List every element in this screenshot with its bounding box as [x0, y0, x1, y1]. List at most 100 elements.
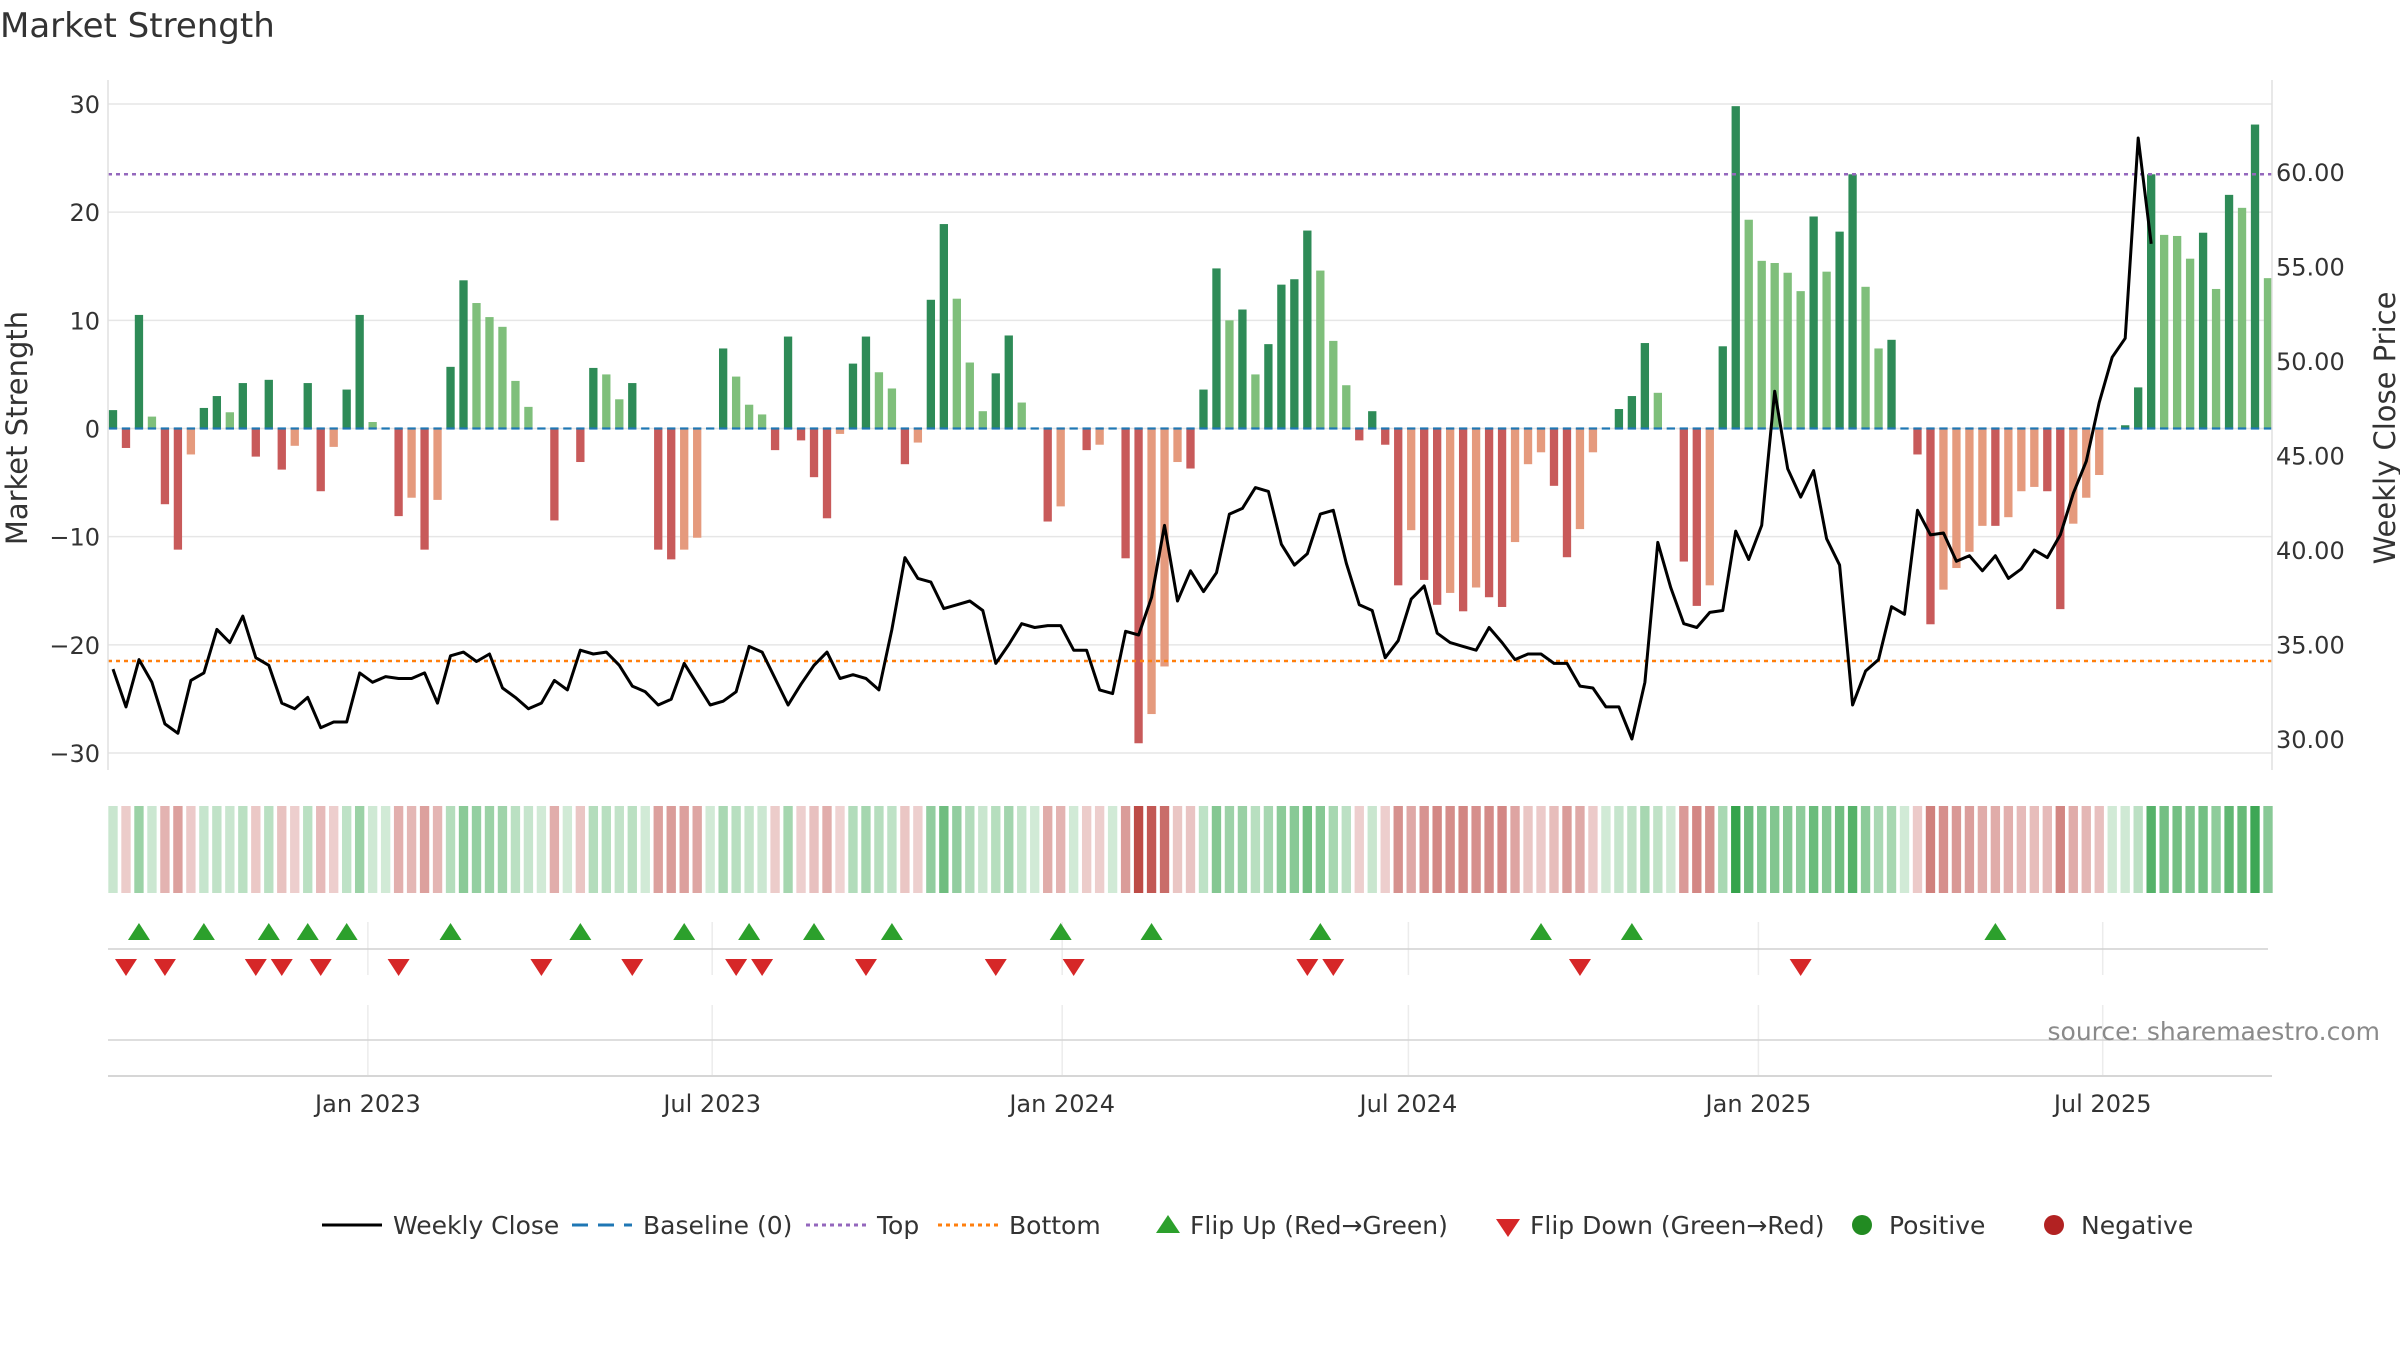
flip-down-marker: [530, 959, 553, 976]
strip-cell: [471, 806, 482, 893]
strength-bar: [1744, 219, 1753, 429]
strength-bar: [1082, 428, 1091, 451]
strength-bar: [2017, 428, 2026, 492]
strength-bar: [134, 314, 144, 429]
flip-down-marker: [1322, 959, 1345, 976]
levels-layer: [108, 173, 2272, 663]
flip-down-marker: [984, 959, 1007, 976]
strength-bar: [1095, 428, 1104, 445]
strength-bar: [1861, 286, 1870, 429]
strip-cell: [1938, 806, 1949, 893]
strip-cell: [264, 806, 274, 893]
strip-cell: [1627, 806, 1637, 893]
strip-cell: [445, 806, 456, 893]
strength-bar: [1420, 428, 1429, 580]
flip-up-marker: [1620, 923, 1643, 940]
flip-up-marker: [673, 923, 696, 940]
strip-cell: [147, 806, 157, 893]
strength-bar: [2147, 174, 2156, 429]
y-axis-title: Market Strength: [0, 311, 34, 545]
strip-cell: [1692, 806, 1702, 893]
strength-bar: [1770, 263, 1779, 429]
strip-cell: [1393, 806, 1403, 893]
strength-bar: [1017, 402, 1026, 429]
strip-cell: [575, 806, 586, 893]
strength-bar: [1926, 428, 1935, 625]
strength-bar: [770, 428, 780, 451]
strip-cell: [238, 806, 248, 893]
strength-bar: [1225, 320, 1234, 429]
strip-cell: [2172, 806, 2182, 893]
strength-bar: [1471, 428, 1481, 588]
strip-cell: [199, 806, 209, 893]
strength-bar: [1822, 271, 1831, 429]
strength-bar: [718, 348, 728, 429]
strip-cell: [679, 806, 689, 893]
strength-bar: [1199, 389, 1208, 429]
strip-cell: [666, 806, 676, 893]
strip-cell: [1873, 806, 1884, 893]
strength-bar: [1965, 428, 1974, 552]
flip-up-marker: [257, 923, 280, 940]
strength-bar: [1004, 335, 1013, 429]
strength-bar: [498, 326, 507, 429]
strip-cell: [887, 806, 897, 893]
flip-down-marker: [1296, 959, 1319, 976]
strength-bar: [2237, 207, 2247, 429]
strip-cell: [1367, 806, 1377, 893]
strip-cell: [1795, 806, 1806, 893]
strength-bar: [978, 411, 987, 429]
strength-bar: [654, 428, 663, 550]
legend-dot-icon: [2044, 1215, 2064, 1235]
legend-triangle-up-icon: [1156, 1215, 1180, 1233]
x-tick-label: Jul 2023: [661, 1090, 761, 1118]
strip-cell: [1250, 806, 1261, 893]
strip-cell: [2016, 806, 2027, 893]
strip-cell: [160, 806, 170, 893]
strip-cell: [277, 806, 287, 893]
strength-bar: [1186, 428, 1195, 469]
strip-cell: [1172, 806, 1183, 893]
strip-cell: [393, 806, 404, 893]
flip-up-marker: [1049, 923, 1072, 940]
y2-tick-label: 30.00: [2276, 726, 2345, 754]
y-tick-label: 20: [69, 199, 100, 227]
flip-up-marker: [1984, 923, 2007, 940]
strength-bar: [1458, 428, 1468, 612]
strip-cell: [186, 806, 196, 893]
strip-cell: [1757, 806, 1767, 893]
y2-tick-label: 40.00: [2276, 537, 2345, 565]
strength-bar: [277, 428, 286, 470]
strip-cell: [1912, 806, 1923, 893]
strength-bar: [1407, 428, 1416, 531]
strip-cell: [406, 806, 417, 893]
strength-bar: [1562, 428, 1572, 558]
flip-down-marker: [153, 959, 176, 976]
flip-down-marker: [621, 959, 644, 976]
strip-cell: [1536, 806, 1546, 893]
strength-bar: [2095, 428, 2104, 476]
strength-bar: [1887, 339, 1896, 429]
strength-bar: [2198, 232, 2208, 429]
strength-bar: [199, 407, 209, 429]
strip-cell: [1328, 806, 1338, 893]
strength-bar: [1783, 272, 1792, 429]
strip-cell: [342, 806, 352, 893]
strength-bar: [1640, 343, 1650, 429]
flip-up-marker: [296, 923, 319, 940]
strip-cell: [861, 806, 871, 893]
legend-label: Weekly Close: [393, 1211, 559, 1240]
flip-down-marker: [725, 959, 748, 976]
strip-cell: [939, 806, 949, 893]
strength-bar: [1510, 428, 1520, 543]
strength-bar: [2263, 278, 2273, 429]
strength-bar: [1303, 230, 1312, 429]
strength-bar: [1588, 428, 1598, 453]
strength-bar: [1290, 279, 1299, 429]
strip-cell: [1964, 806, 1975, 893]
strip-cell: [523, 806, 534, 893]
strip-cell: [692, 806, 702, 893]
strip-cell: [1847, 806, 1858, 893]
strip-cell: [1458, 806, 1468, 893]
strength-bar: [1614, 409, 1624, 429]
